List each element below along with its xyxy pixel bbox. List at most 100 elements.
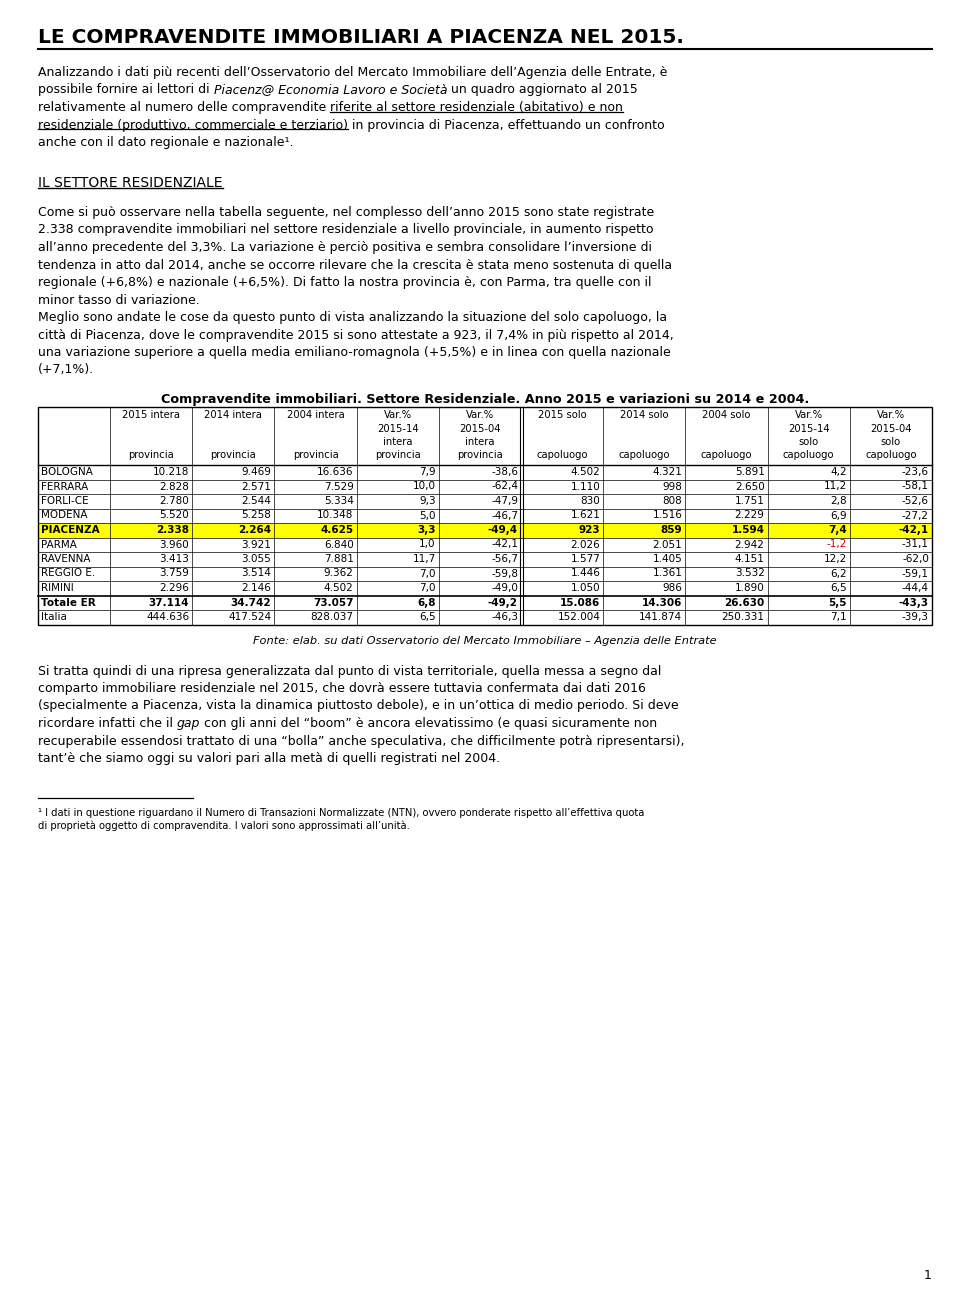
Text: 2.650: 2.650 bbox=[734, 481, 764, 491]
Text: FORLI-CE: FORLI-CE bbox=[41, 497, 88, 506]
Text: 1.621: 1.621 bbox=[570, 511, 600, 520]
Text: -47,9: -47,9 bbox=[491, 497, 518, 506]
Text: 923: 923 bbox=[579, 525, 600, 536]
Text: 34.742: 34.742 bbox=[230, 598, 272, 607]
Text: solo: solo bbox=[799, 437, 819, 447]
Text: recuperabile essendosi trattato di una “bolla” anche speculativa, che difficilme: recuperabile essendosi trattato di una “… bbox=[38, 734, 684, 747]
Text: -58,1: -58,1 bbox=[902, 481, 929, 491]
Text: 828.037: 828.037 bbox=[311, 612, 353, 621]
Text: 3.413: 3.413 bbox=[159, 554, 189, 564]
Text: una variazione superiore a quella media emiliano-romagnola (+5,5%) e in linea co: una variazione superiore a quella media … bbox=[38, 346, 671, 359]
Text: 5,0: 5,0 bbox=[420, 511, 436, 520]
Text: 986: 986 bbox=[662, 582, 683, 593]
Text: Piacenz@ Economia Lavoro e Società: Piacenz@ Economia Lavoro e Società bbox=[214, 83, 447, 96]
Text: 2015-14: 2015-14 bbox=[377, 424, 419, 433]
Text: città di Piacenza, dove le compravendite 2015 si sono attestate a 923, il 7,4% i: città di Piacenza, dove le compravendite… bbox=[38, 329, 674, 342]
Text: 7,4: 7,4 bbox=[828, 525, 847, 536]
Text: Totale ER: Totale ER bbox=[41, 598, 96, 607]
Text: 1: 1 bbox=[924, 1269, 932, 1282]
Text: -46,7: -46,7 bbox=[491, 511, 518, 520]
Text: 6,5: 6,5 bbox=[420, 612, 436, 621]
Text: residenziale (produttivo, commerciale e terziario): residenziale (produttivo, commerciale e … bbox=[38, 118, 348, 131]
Text: -27,2: -27,2 bbox=[902, 511, 929, 520]
Text: tendenza in atto dal 2014, anche se occorre rilevare che la crescita è stata men: tendenza in atto dal 2014, anche se occo… bbox=[38, 259, 672, 272]
Text: 4.321: 4.321 bbox=[653, 467, 683, 477]
Text: 7,9: 7,9 bbox=[420, 467, 436, 477]
Text: gap: gap bbox=[177, 718, 201, 731]
Text: Var.%: Var.% bbox=[466, 410, 494, 420]
Text: riferite al settore residenziale (abitativo) e non: riferite al settore residenziale (abitat… bbox=[330, 101, 623, 114]
Text: Fonte: elab. su dati Osservatorio del Mercato Immobiliare – Agenzia delle Entrat: Fonte: elab. su dati Osservatorio del Me… bbox=[253, 637, 717, 646]
Text: 3.759: 3.759 bbox=[159, 568, 189, 578]
Text: -38,6: -38,6 bbox=[491, 467, 518, 477]
Text: 9.469: 9.469 bbox=[242, 467, 272, 477]
Text: Italia: Italia bbox=[41, 612, 67, 621]
Text: 998: 998 bbox=[662, 481, 683, 491]
Text: capoluogo: capoluogo bbox=[783, 451, 834, 460]
Text: 250.331: 250.331 bbox=[722, 612, 764, 621]
Text: 2014 intera: 2014 intera bbox=[204, 410, 262, 420]
Text: 2.338: 2.338 bbox=[156, 525, 189, 536]
Text: 11,2: 11,2 bbox=[824, 481, 847, 491]
Text: 1.110: 1.110 bbox=[570, 481, 600, 491]
Text: 6.840: 6.840 bbox=[324, 540, 353, 550]
Text: 3.055: 3.055 bbox=[242, 554, 272, 564]
Text: provincia: provincia bbox=[210, 451, 256, 460]
Text: -44,4: -44,4 bbox=[902, 582, 929, 593]
Text: 2004 intera: 2004 intera bbox=[287, 410, 345, 420]
Text: Var.%: Var.% bbox=[876, 410, 905, 420]
Text: 12,2: 12,2 bbox=[824, 554, 847, 564]
Text: RAVENNA: RAVENNA bbox=[41, 554, 90, 564]
Bar bbox=[38, 523, 932, 537]
Text: 5.520: 5.520 bbox=[159, 511, 189, 520]
Text: 2.296: 2.296 bbox=[159, 582, 189, 593]
Text: 4.151: 4.151 bbox=[734, 554, 764, 564]
Text: (specialmente a Piacenza, vista la dinamica piuttosto debole), e in un’ottica di: (specialmente a Piacenza, vista la dinam… bbox=[38, 699, 679, 712]
Text: Analizzando i dati più recenti dell’Osservatorio del Mercato Immobiliare dell’Ag: Analizzando i dati più recenti dell’Osse… bbox=[38, 66, 667, 79]
Text: 5.258: 5.258 bbox=[242, 511, 272, 520]
Text: 2015-04: 2015-04 bbox=[870, 424, 912, 433]
Text: 2.026: 2.026 bbox=[570, 540, 600, 550]
Text: 1.405: 1.405 bbox=[653, 554, 683, 564]
Text: 2.571: 2.571 bbox=[242, 481, 272, 491]
Text: Meglio sono andate le cose da questo punto di vista analizzando la situazione de: Meglio sono andate le cose da questo pun… bbox=[38, 311, 667, 324]
Text: MODENA: MODENA bbox=[41, 511, 87, 520]
Text: 1,0: 1,0 bbox=[420, 540, 436, 550]
Text: Come si può osservare nella tabella seguente, nel complesso dell’anno 2015 sono : Come si può osservare nella tabella segu… bbox=[38, 205, 655, 218]
Text: 808: 808 bbox=[662, 497, 683, 506]
Text: possibile fornire ai lettori di: possibile fornire ai lettori di bbox=[38, 83, 214, 96]
Text: 73.057: 73.057 bbox=[313, 598, 353, 607]
Text: in provincia di Piacenza, effettuando un confronto: in provincia di Piacenza, effettuando un… bbox=[348, 118, 664, 131]
Text: FERRARA: FERRARA bbox=[41, 481, 88, 491]
Text: 2,8: 2,8 bbox=[830, 497, 847, 506]
Text: -39,3: -39,3 bbox=[902, 612, 929, 621]
Text: 10.218: 10.218 bbox=[153, 467, 189, 477]
Text: 2.338 compravendite immobiliari nel settore residenziale a livello provinciale, : 2.338 compravendite immobiliari nel sett… bbox=[38, 224, 654, 237]
Text: capoluogo: capoluogo bbox=[618, 451, 670, 460]
Text: PIACENZA: PIACENZA bbox=[41, 525, 100, 536]
Text: 3.532: 3.532 bbox=[734, 568, 764, 578]
Text: 7,0: 7,0 bbox=[420, 582, 436, 593]
Bar bbox=[38, 407, 932, 624]
Text: LE COMPRAVENDITE IMMOBILIARI A PIACENZA NEL 2015.: LE COMPRAVENDITE IMMOBILIARI A PIACENZA … bbox=[38, 29, 684, 47]
Text: di proprietà oggetto di compravendita. I valori sono approssimati all’unità.: di proprietà oggetto di compravendita. I… bbox=[38, 820, 410, 831]
Text: PARMA: PARMA bbox=[41, 540, 77, 550]
Text: 2015-04: 2015-04 bbox=[459, 424, 501, 433]
Text: BOLOGNA: BOLOGNA bbox=[41, 467, 93, 477]
Text: 26.630: 26.630 bbox=[725, 598, 764, 607]
Text: 6,8: 6,8 bbox=[418, 598, 436, 607]
Text: provincia: provincia bbox=[293, 451, 338, 460]
Text: capoluogo: capoluogo bbox=[537, 451, 588, 460]
Text: 5.334: 5.334 bbox=[324, 497, 353, 506]
Text: 7.881: 7.881 bbox=[324, 554, 353, 564]
Text: 3.921: 3.921 bbox=[242, 540, 272, 550]
Text: -42,1: -42,1 bbox=[899, 525, 929, 536]
Text: 4.625: 4.625 bbox=[321, 525, 353, 536]
Text: 1.050: 1.050 bbox=[570, 582, 600, 593]
Text: 3,3: 3,3 bbox=[418, 525, 436, 536]
Text: 14.306: 14.306 bbox=[642, 598, 683, 607]
Text: 2.544: 2.544 bbox=[242, 497, 272, 506]
Text: Var.%: Var.% bbox=[384, 410, 412, 420]
Text: provincia: provincia bbox=[457, 451, 503, 460]
Text: comparto immobiliare residenziale nel 2015, che dovrà essere tuttavia confermata: comparto immobiliare residenziale nel 20… bbox=[38, 682, 646, 696]
